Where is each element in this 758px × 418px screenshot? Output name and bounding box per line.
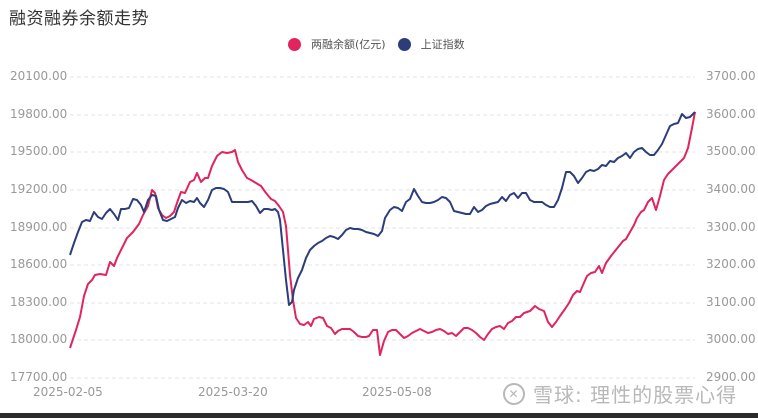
y-tick-right: 2900.00: [706, 370, 756, 384]
chart-title: 融资融券余额走势: [9, 9, 149, 29]
y-tick-left: 20100.00: [10, 69, 68, 83]
watermark: ✕ 雪球: 理性的股票心得: [503, 379, 737, 408]
y-tick-right: 3200.00: [706, 257, 756, 271]
xueqiu-logo-icon: ✕: [503, 382, 525, 405]
y-tick-right: 3000.00: [706, 332, 756, 346]
bottom-bar: [0, 413, 758, 418]
x-tick: 2025-03-20: [198, 385, 268, 399]
y-tick-right: 3300.00: [706, 220, 756, 234]
legend-label-sse-index: 上证指数: [420, 38, 465, 51]
x-tick: 2025-02-05: [33, 385, 103, 399]
watermark-text: 雪球: 理性的股票心得: [533, 383, 738, 407]
y-tick-left: 18600.00: [10, 257, 68, 271]
y-tick-right: 3400.00: [706, 182, 756, 196]
margin-balance-line: [69, 111, 696, 356]
y-tick-left: 19200.00: [10, 182, 68, 196]
legend-dot-margin-balance: [288, 37, 301, 51]
y-tick-left: 19500.00: [10, 144, 68, 158]
legend-label-margin-balance: 两融余额(亿元): [311, 38, 386, 51]
y-tick-left: 17700.00: [10, 370, 68, 384]
y-tick-right: 3600.00: [706, 107, 756, 121]
y-tick-left: 18900.00: [10, 220, 68, 234]
y-tick-left: 19800.00: [10, 107, 68, 121]
gridlines: [70, 76, 695, 379]
legend-item-sse-index[interactable]: 上证指数: [397, 36, 465, 52]
y-tick-right: 3700.00: [706, 69, 756, 83]
legend: 两融余额(亿元) 上证指数: [288, 36, 477, 52]
sse-index-line: [69, 111, 696, 306]
legend-item-margin-balance[interactable]: 两融余额(亿元): [288, 36, 386, 52]
y-tick-right: 3100.00: [706, 295, 756, 309]
y-tick-right: 3500.00: [706, 144, 756, 158]
y-tick-left: 18000.00: [10, 332, 68, 346]
y-tick-left: 18300.00: [10, 295, 68, 309]
x-tick: 2025-05-08: [362, 385, 432, 399]
legend-dot-sse-index: [397, 37, 411, 51]
